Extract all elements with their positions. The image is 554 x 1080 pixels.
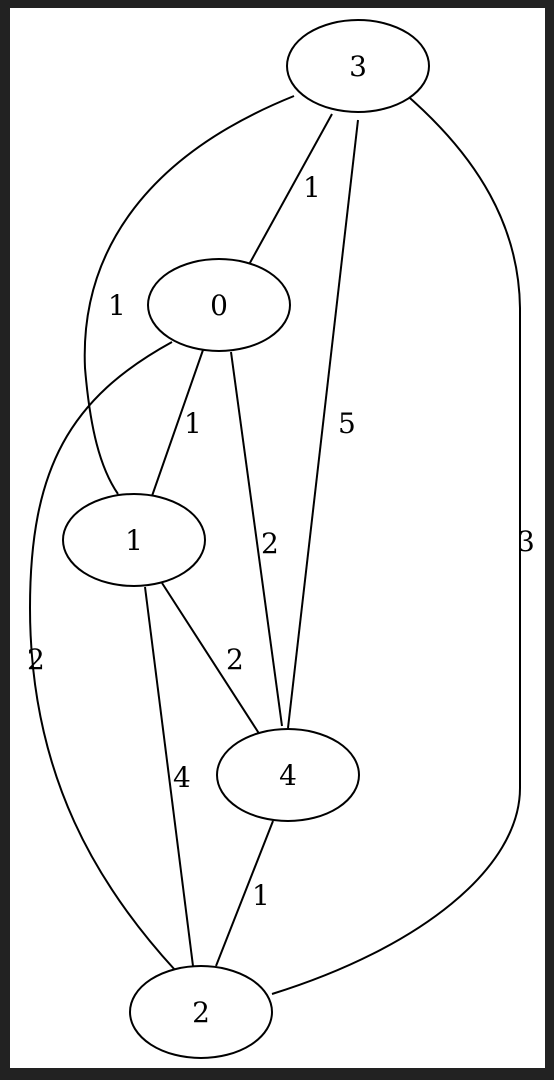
- edge-3-1: [83, 95, 295, 495]
- edge-label-3-4: 5: [338, 407, 356, 440]
- node-label-4: 4: [279, 759, 297, 792]
- edge-label-3-2: 3: [517, 525, 535, 558]
- graph-canvas: 1 1 5 3 1 2 2 2 4 1 3 0 1 4 2: [10, 8, 545, 1068]
- edge-label-3-0: 1: [303, 171, 321, 204]
- edge-4-2: [215, 820, 274, 967]
- node-3: 3: [286, 19, 430, 113]
- edge-3-2: [271, 91, 521, 995]
- edge-label-0-1: 1: [184, 407, 202, 440]
- node-label-2: 2: [192, 996, 210, 1029]
- edge-0-4: [230, 351, 283, 727]
- node-label-3: 3: [349, 50, 367, 83]
- node-4: 4: [216, 728, 360, 822]
- graph-diagram: 1 1 5 3 1 2 2 2 4 1 3 0 1 4 2: [27, 19, 535, 1059]
- edge-label-0-2: 2: [27, 643, 45, 676]
- edge-1-2: [144, 586, 194, 967]
- edge-0-2: [28, 341, 176, 971]
- edge-3-0: [245, 113, 333, 271]
- edge-0-1: [151, 349, 204, 497]
- edge-3-4: [287, 119, 359, 729]
- edge-label-1-4: 2: [226, 643, 244, 676]
- edge-1-4: [161, 582, 261, 736]
- edge-label-3-1: 1: [108, 289, 126, 322]
- node-0: 0: [147, 258, 291, 352]
- node-label-1: 1: [125, 524, 143, 557]
- edge-label-4-2: 1: [252, 879, 270, 912]
- edge-label-0-4: 2: [261, 527, 279, 560]
- node-2: 2: [129, 965, 273, 1059]
- node-label-0: 0: [210, 289, 228, 322]
- edge-label-1-2: 4: [173, 761, 191, 794]
- node-1: 1: [62, 493, 206, 587]
